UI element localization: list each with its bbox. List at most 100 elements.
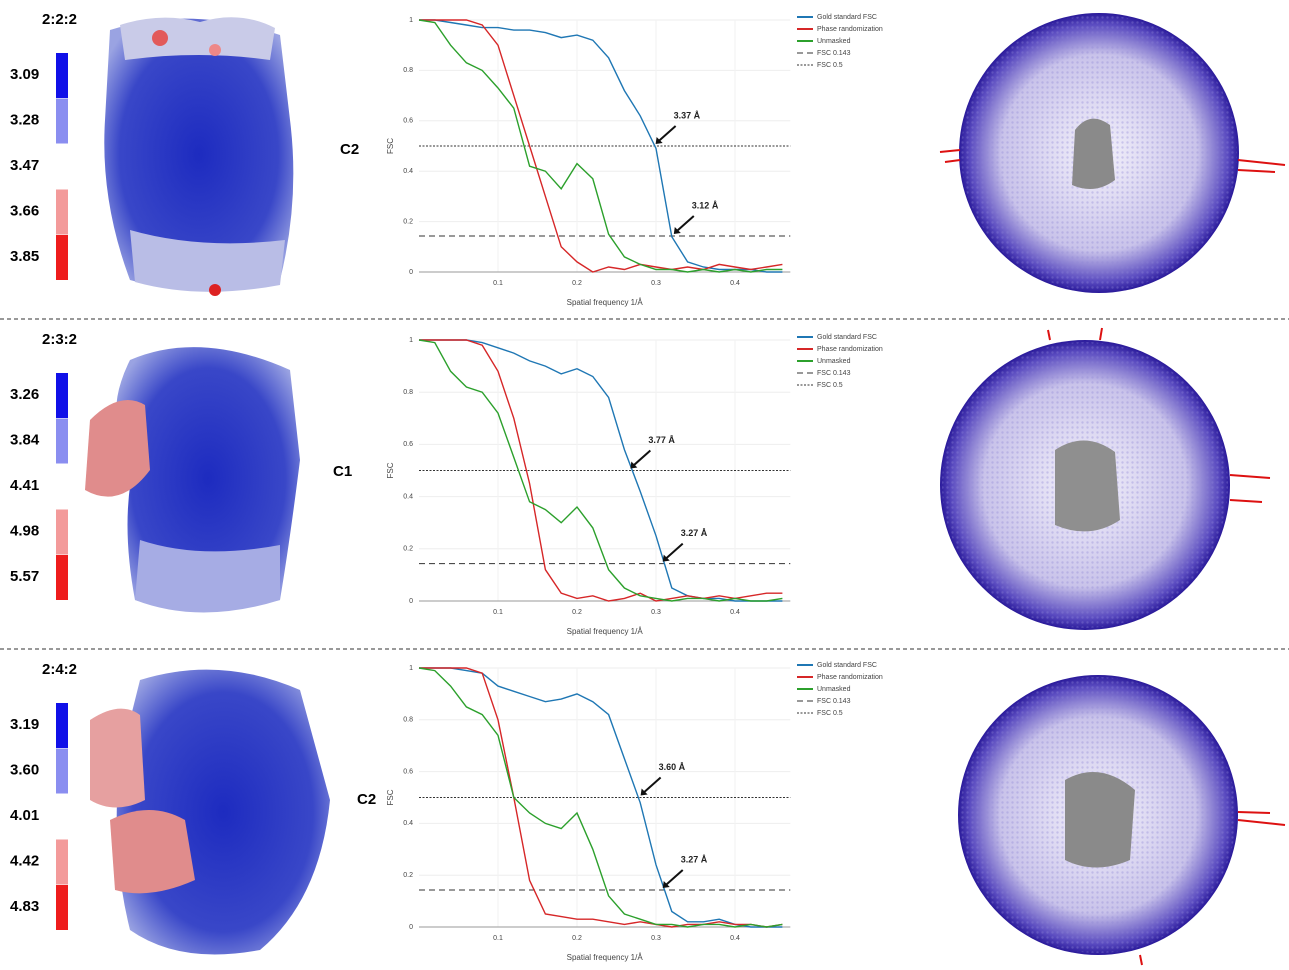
legend-label: Phase randomization (817, 26, 883, 33)
scale-label: 3.84 (10, 431, 40, 448)
scale-label: 3.28 (10, 111, 39, 128)
x-axis-label: Spatial frequency 1/Å (567, 627, 644, 636)
scale-swatch (56, 190, 68, 235)
scale-swatch (56, 555, 68, 600)
y-tick-label: 0.8 (403, 67, 413, 74)
y-tick-label: 0.2 (403, 872, 413, 879)
y-tick-label: 0.2 (403, 546, 413, 553)
scale-label: 4.98 (10, 522, 39, 539)
y-tick-label: 1 (409, 17, 413, 24)
annotation-arrow (643, 778, 661, 794)
x-tick-label: 0.4 (730, 935, 740, 942)
y-tick-label: 0.6 (403, 768, 413, 775)
scale-swatch (56, 419, 68, 464)
scale-label: 5.57 (10, 568, 39, 585)
x-tick-label: 0.4 (730, 280, 740, 287)
legend-label: FSC 0.143 (817, 370, 851, 377)
annotation: 3.27 Å (681, 528, 708, 538)
annotation: 3.27 Å (681, 854, 708, 864)
scale-swatch (56, 703, 68, 748)
y-tick-label: 0.2 (403, 218, 413, 225)
scale-label: 3.09 (10, 66, 39, 83)
y-axis-label: FSC (386, 138, 395, 154)
annotation: 3.37 Å (674, 110, 701, 120)
x-tick-label: 0.2 (572, 280, 582, 287)
legend-label: Unmasked (817, 38, 851, 45)
annotation: 3.12 Å (692, 200, 719, 210)
panel-label: 2:3:2 (42, 331, 77, 348)
scale-label: 4.42 (10, 852, 39, 869)
density-map (85, 347, 300, 612)
legend-label: Phase randomization (817, 346, 883, 353)
annotation: 3.60 Å (659, 762, 686, 772)
scale-swatch (56, 373, 68, 418)
legend-label: FSC 0.143 (817, 698, 851, 705)
figure: 2:2:2 3.09 3.28 3.47 3.66 3.85 C2 2:3:2 3.26 3.84… (0, 0, 1289, 970)
scale-label: 4.83 (10, 898, 39, 915)
symmetry-label: C2 (357, 791, 376, 808)
y-tick-label: 0.4 (403, 820, 413, 827)
scale-swatch (56, 53, 68, 98)
legend-label: FSC 0.5 (817, 62, 843, 69)
legend-label: Unmasked (817, 686, 851, 693)
y-axis-label: FSC (386, 462, 395, 478)
y-tick-label: 0 (409, 269, 413, 276)
scale-swatch (56, 749, 68, 794)
annotation-arrow (658, 126, 676, 142)
x-tick-label: 0.1 (493, 609, 503, 616)
y-tick-label: 0.4 (403, 493, 413, 500)
y-tick-label: 0.8 (403, 389, 413, 396)
legend-label: FSC 0.5 (817, 710, 843, 717)
annotation-arrow (676, 216, 694, 232)
legend-label: Phase randomization (817, 674, 883, 681)
y-tick-label: 0 (409, 924, 413, 931)
scale-label: 3.19 (10, 716, 39, 733)
legend-label: Unmasked (817, 358, 851, 365)
density-map (90, 670, 330, 955)
scale-swatch (56, 885, 68, 930)
x-axis-label: Spatial frequency 1/Å (567, 953, 644, 962)
annotation: 3.77 Å (648, 435, 675, 445)
x-tick-label: 0.3 (651, 609, 661, 616)
scale-label: 3.60 (10, 761, 39, 778)
x-tick-label: 0.4 (730, 609, 740, 616)
annotation-arrow (665, 544, 683, 560)
y-tick-label: 1 (409, 337, 413, 344)
symmetry-label: C1 (333, 463, 352, 480)
x-axis-label: Spatial frequency 1/Å (567, 298, 644, 307)
legend-label: Gold standard FSC (817, 14, 877, 21)
x-tick-label: 0.1 (493, 280, 503, 287)
scale-label: 4.01 (10, 807, 39, 824)
orientation-distribution (958, 675, 1285, 965)
panel-label: 2:4:2 (42, 661, 77, 678)
x-tick-label: 0.3 (651, 280, 661, 287)
legend-label: FSC 0.143 (817, 50, 851, 57)
scale-label: 4.41 (10, 477, 39, 494)
scale-swatch (56, 235, 68, 280)
scale-label: 3.66 (10, 202, 39, 219)
y-axis-label: FSC (386, 789, 395, 805)
y-tick-label: 0.6 (403, 118, 413, 125)
scale-swatch (56, 510, 68, 555)
legend-label: FSC 0.5 (817, 382, 843, 389)
density-map (104, 17, 293, 296)
symmetry-label: C2 (340, 141, 359, 158)
y-tick-label: 0.4 (403, 168, 413, 175)
x-tick-label: 0.1 (493, 935, 503, 942)
annotation-arrow (632, 451, 650, 467)
orientation-distribution (940, 13, 1285, 293)
scale-swatch (56, 99, 68, 144)
annotation-arrow (665, 870, 683, 886)
legend-label: Gold standard FSC (817, 334, 877, 341)
scale-label: 3.47 (10, 157, 39, 174)
x-tick-label: 0.2 (572, 935, 582, 942)
orientation-distribution (940, 328, 1270, 630)
scale-label: 3.85 (10, 248, 39, 265)
legend-label: Gold standard FSC (817, 662, 877, 669)
panel-label: 2:2:2 (42, 11, 77, 28)
x-tick-label: 0.2 (572, 609, 582, 616)
x-tick-label: 0.3 (651, 935, 661, 942)
scale-label: 3.26 (10, 386, 39, 403)
y-tick-label: 0.8 (403, 717, 413, 724)
y-tick-label: 1 (409, 665, 413, 672)
